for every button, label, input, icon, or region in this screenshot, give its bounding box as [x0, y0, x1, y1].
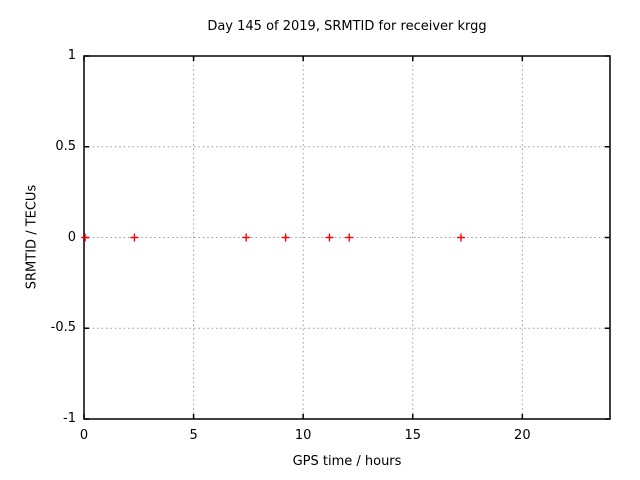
x-tick-label: 15 [404, 428, 422, 443]
y-tick-label: -0.5 [50, 320, 76, 336]
x-tick-label: 10 [294, 428, 312, 443]
x-tick-label: 5 [189, 428, 198, 443]
x-tick-label: 20 [514, 428, 531, 443]
y-tick-label: 0.5 [55, 138, 76, 154]
x-tick-label: 0 [79, 428, 89, 443]
x-axis-label: GPS time / hours [292, 454, 402, 469]
y-tick-label: 0 [67, 229, 76, 245]
y-tick-label: -1 [63, 411, 76, 426]
y-tick-label: 1 [67, 48, 76, 63]
chart-title: Day 145 of 2019, SRMTID for receiver krg… [207, 19, 487, 34]
